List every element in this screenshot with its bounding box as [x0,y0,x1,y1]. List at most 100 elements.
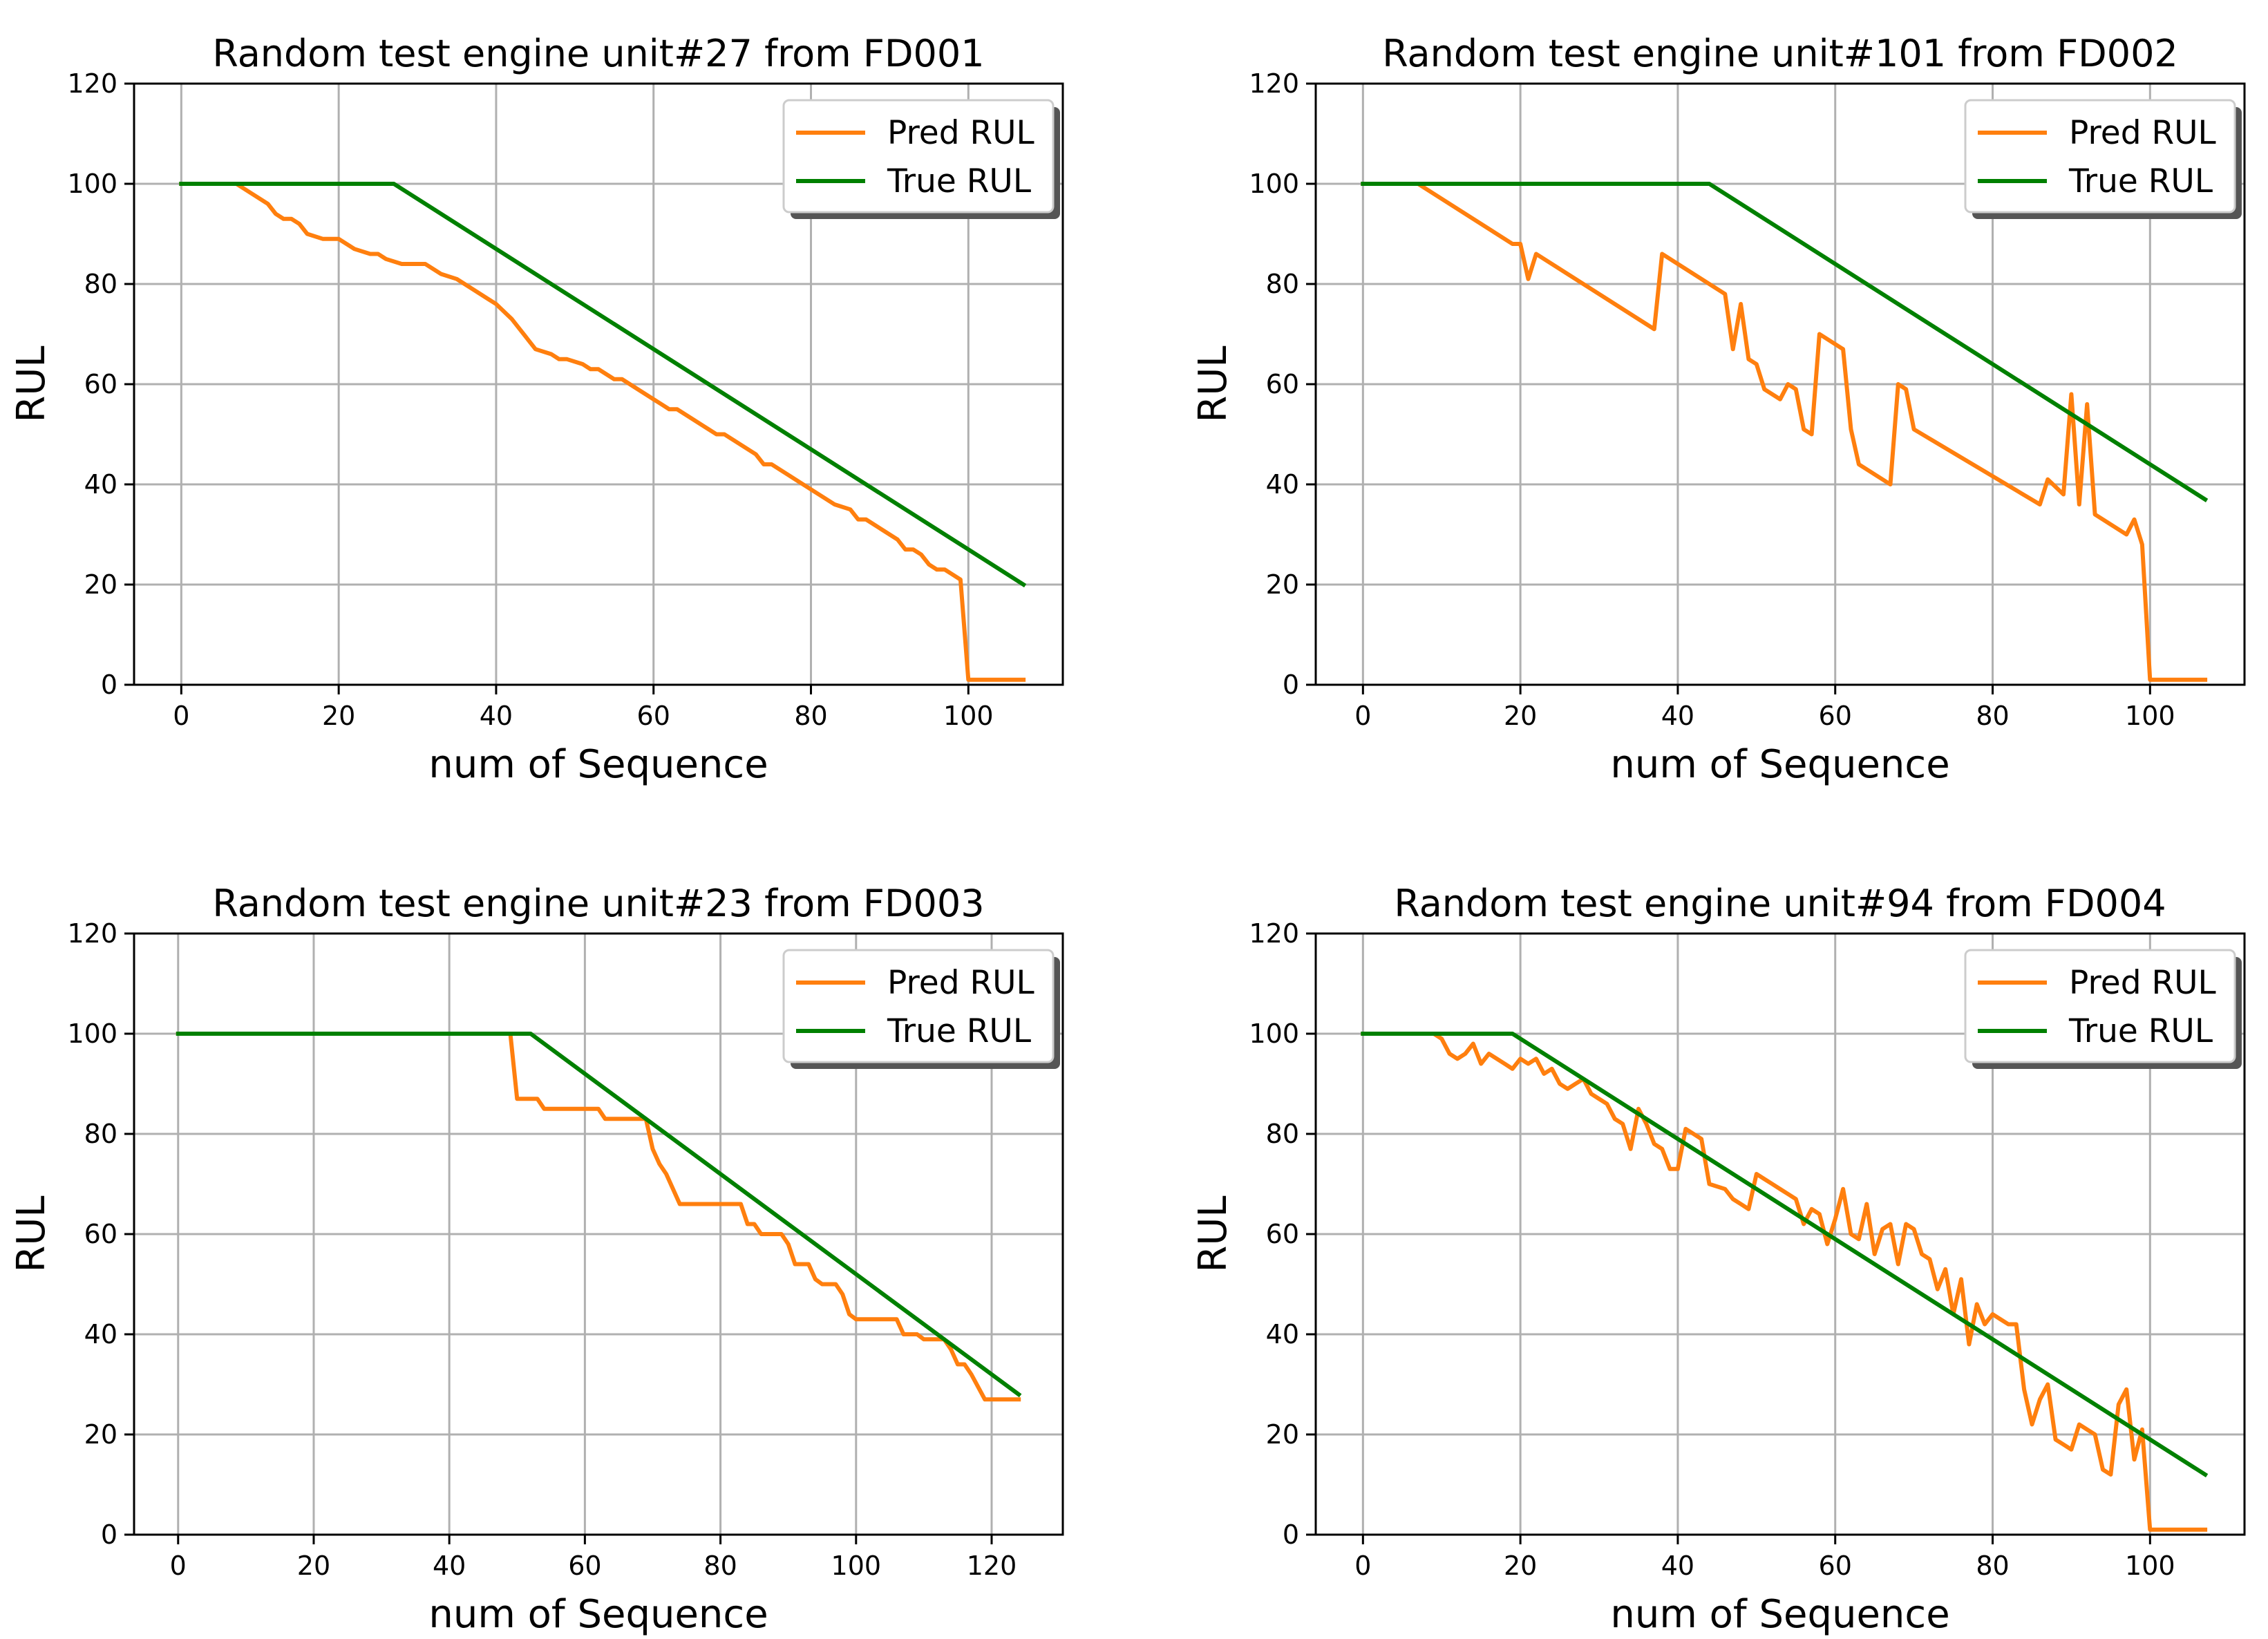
subplot-2: 0 20 40 60 80 100 0 20 40 60 80 100 120 Random test e… [1191,32,2246,787]
x-axis-ticks: 0 20 40 60 80 100 120 [170,1535,1017,1581]
y-tick-label: 60 [1266,1219,1299,1249]
legend-box [782,949,1055,1063]
x-tick-label: 40 [433,1551,466,1581]
x-tick-label: 80 [794,701,827,731]
y-tick-label: 120 [67,68,117,99]
y-tick-label: 0 [1283,1519,1299,1550]
y-tick-label: 80 [84,1119,117,1149]
y-tick-label: 120 [67,918,117,949]
legend: Pred RUL True RUL [782,949,1060,1069]
y-axis-ticks: 0 20 40 60 80 100 120 [67,918,134,1550]
chart-title: Random test engine unit#94 from FD004 [1394,882,2166,925]
y-tick-label: 80 [84,269,117,299]
legend-label: True RUL [2068,162,2213,200]
y-axis-ticks: 0 20 40 60 80 100 120 [67,68,134,700]
series-line-pred-rul [1361,182,2208,682]
series-line-pred-rul [179,182,1026,682]
x-axis-ticks: 0 20 40 60 80 100 [1354,685,2175,731]
x-tick-label: 40 [1661,1551,1694,1581]
chart-title: Random test engine unit#101 from FD002 [1382,32,2178,75]
y-tick-label: 20 [1266,1419,1299,1450]
legend-label: True RUL [887,162,1031,200]
y-tick-label: 100 [67,1019,117,1049]
series-group [1361,1032,2209,1532]
x-tick-label: 20 [297,1551,330,1581]
x-tick-label: 120 [967,1551,1017,1581]
x-tick-label: 20 [322,701,355,731]
legend-label: Pred RUL [2069,114,2216,152]
x-tick-label: 60 [1819,701,1852,731]
subplot-3: 0 20 40 60 80 100 120 0 20 40 60 80 100 120 Random tes… [9,882,1064,1637]
x-tick-label: 40 [1661,701,1694,731]
x-axis-ticks: 0 20 40 60 80 100 [1354,1535,2175,1581]
x-axis-label: num of Sequence [428,742,768,787]
series-group [179,182,1027,682]
x-tick-label: 60 [568,1551,601,1581]
y-tick-label: 20 [84,1419,117,1450]
y-axis-label: RUL [1191,1195,1236,1272]
y-tick-label: 120 [1249,918,1299,949]
y-tick-label: 0 [101,1519,117,1550]
chart-title: Random test engine unit#23 from FD003 [212,882,984,925]
legend-label: Pred RUL [887,964,1034,1002]
legend: Pred RUL True RUL [1964,949,2242,1069]
legend-label: Pred RUL [2069,964,2216,1002]
chart-title: Random test engine unit#27 from FD001 [212,32,984,75]
x-tick-label: 100 [943,701,994,731]
legend-label: Pred RUL [887,114,1034,152]
legend-label: True RUL [2068,1012,2213,1050]
y-tick-label: 100 [1249,1019,1299,1049]
x-tick-label: 100 [2125,701,2175,731]
x-tick-label: 40 [480,701,513,731]
y-tick-label: 0 [1283,670,1299,700]
y-tick-label: 40 [84,1319,117,1349]
x-tick-label: 20 [1504,1551,1537,1581]
subplot-1: 0 20 40 60 80 100 0 20 40 60 80 100 120 Random test e… [9,32,1064,787]
legend-label: True RUL [887,1012,1031,1050]
legend-box [1964,949,2236,1063]
x-tick-label: 20 [1504,701,1537,731]
x-tick-label: 0 [1354,1551,1371,1581]
x-tick-label: 100 [831,1551,882,1581]
legend: Pred RUL True RUL [782,99,1060,219]
x-axis-ticks: 0 20 40 60 80 100 [173,685,994,731]
x-axis-label: num of Sequence [1610,1592,1949,1637]
y-tick-label: 40 [84,469,117,500]
series-group [1361,182,2209,682]
y-tick-label: 60 [1266,369,1299,399]
x-tick-label: 60 [637,701,670,731]
x-tick-label: 100 [2125,1551,2175,1581]
series-line-true-rul [1361,1032,2209,1478]
legend: Pred RUL True RUL [1964,99,2242,219]
y-tick-label: 80 [1266,269,1299,299]
y-tick-label: 80 [1266,1119,1299,1149]
y-tick-label: 40 [1266,469,1299,500]
x-tick-label: 60 [1819,1551,1852,1581]
x-axis-label: num of Sequence [1610,742,1949,787]
y-tick-label: 120 [1249,68,1299,99]
y-tick-label: 60 [84,1219,117,1249]
legend-box [782,99,1055,214]
x-tick-label: 0 [1354,701,1371,731]
y-tick-label: 20 [84,569,117,600]
subplot-4: 0 20 40 60 80 100 0 20 40 60 80 100 120 Random test e… [1191,882,2246,1637]
y-tick-label: 100 [67,169,117,199]
y-axis-label: RUL [9,1195,54,1272]
series-line-pred-rul [1361,1032,2208,1532]
y-tick-label: 0 [101,670,117,700]
series-line-true-rul [1361,182,2209,502]
x-tick-label: 80 [1976,701,2009,731]
x-tick-label: 80 [1976,1551,2009,1581]
subplot-grid: 0 20 40 60 80 100 0 20 40 60 80 100 120 Random test e… [9,32,2246,1637]
y-tick-label: 100 [1249,169,1299,199]
y-axis-ticks: 0 20 40 60 80 100 120 [1249,68,1316,700]
y-axis-ticks: 0 20 40 60 80 100 120 [1249,918,1316,1550]
x-tick-label: 80 [703,1551,737,1581]
legend-box [1964,99,2236,214]
x-axis-label: num of Sequence [428,1592,768,1637]
x-tick-label: 0 [173,701,189,731]
series-group [176,1032,1022,1402]
y-tick-label: 40 [1266,1319,1299,1349]
x-tick-label: 0 [170,1551,187,1581]
